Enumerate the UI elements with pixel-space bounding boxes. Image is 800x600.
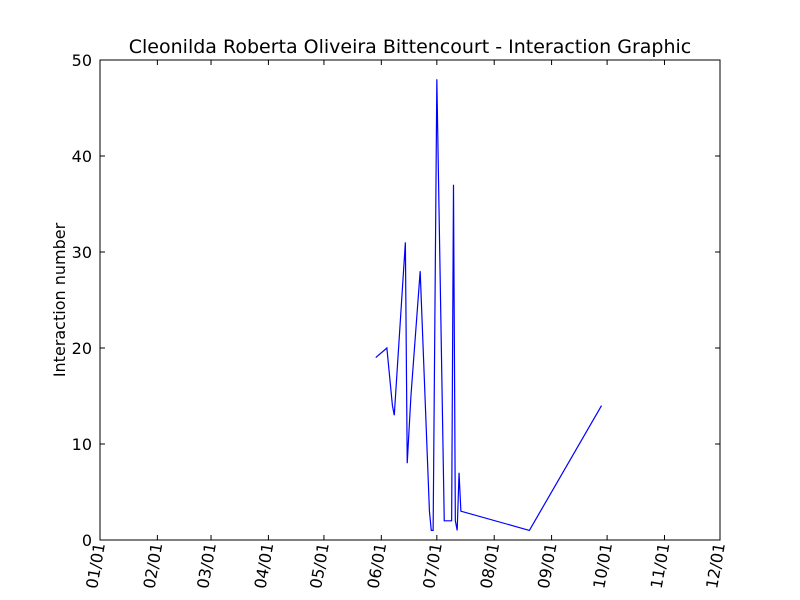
data-point [453,184,454,185]
y-tick-label: 30 [72,243,92,262]
data-point [394,415,395,416]
data-point [431,530,432,531]
data-point [455,520,456,521]
y-tick-label: 10 [72,435,92,454]
y-axis-label: Interaction number [50,222,69,377]
y-tick-label: 0 [82,531,92,550]
y-tick-label: 20 [72,339,92,358]
chart-title: Cleonilda Roberta Oliveira Bittencourt -… [129,36,691,58]
data-point [386,347,387,348]
data-point [529,530,530,531]
plot-frame [99,59,721,541]
data-point [436,79,437,80]
data-point [429,511,430,512]
data-point [407,463,408,464]
data-point [457,530,458,531]
data-point [444,520,445,521]
data-point [433,530,434,531]
data-point [458,472,459,473]
data-point [451,520,452,521]
data-point [420,271,421,272]
data-point [375,357,376,358]
data-point [405,242,406,243]
data-point [427,463,428,464]
y-tick-label: 50 [72,51,92,70]
data-point [601,405,602,406]
series-layer [375,79,603,532]
data-point [392,405,393,406]
y-tick-label: 40 [72,147,92,166]
series-line [375,79,603,532]
data-point [410,395,411,396]
data-point [460,511,461,512]
